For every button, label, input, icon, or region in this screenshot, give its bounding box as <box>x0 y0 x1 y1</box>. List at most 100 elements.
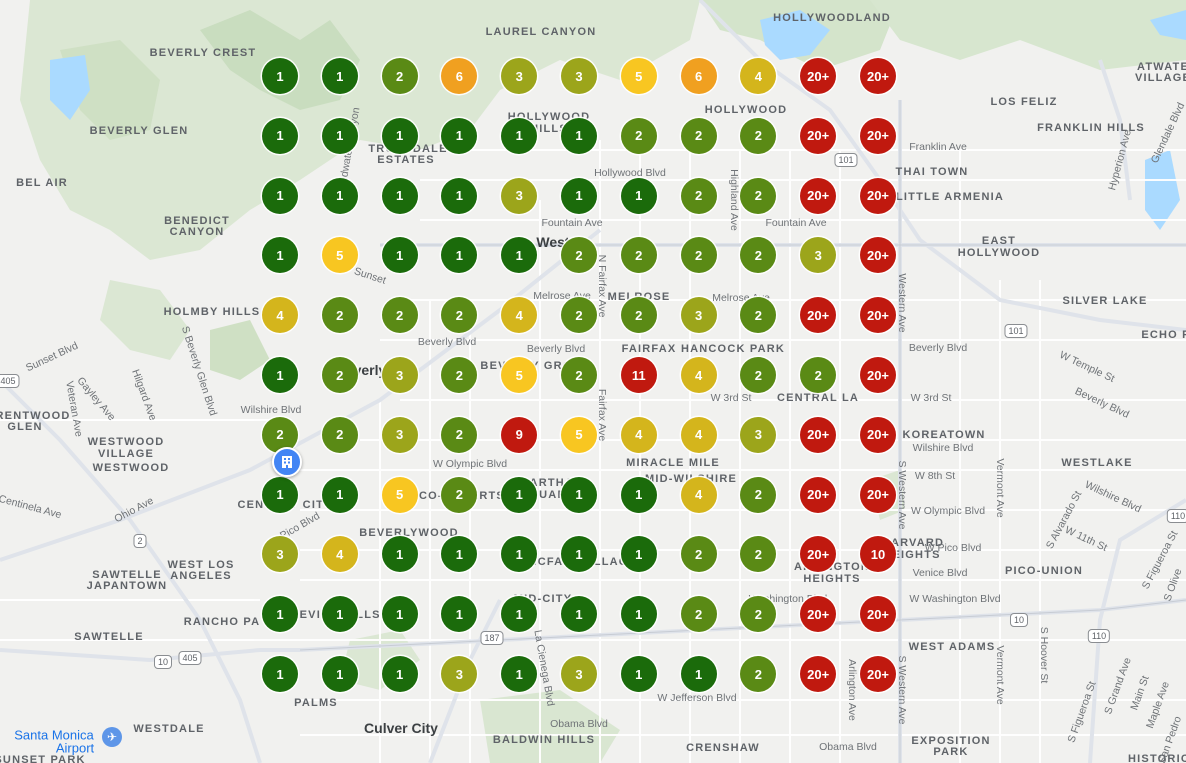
rank-pin[interactable]: 1 <box>441 237 478 274</box>
rank-pin[interactable]: 4 <box>321 536 358 573</box>
rank-pin[interactable]: 1 <box>620 596 657 633</box>
rank-pin[interactable]: 2 <box>620 237 657 274</box>
rank-pin[interactable]: 4 <box>680 416 717 453</box>
rank-pin[interactable]: 1 <box>262 58 298 94</box>
rank-pin[interactable]: 5 <box>381 476 418 513</box>
rank-pin[interactable]: 2 <box>321 416 358 453</box>
rank-pin[interactable]: 20+ <box>860 596 896 633</box>
rank-pin[interactable]: 2 <box>441 297 478 334</box>
rank-pin[interactable]: 2 <box>740 357 777 393</box>
rank-pin[interactable]: 1 <box>381 177 418 214</box>
rank-pin[interactable]: 2 <box>740 656 777 692</box>
rank-pin[interactable]: 2 <box>561 357 597 393</box>
rank-pin[interactable]: 1 <box>321 476 358 513</box>
rank-pin[interactable]: 20+ <box>800 536 837 573</box>
rank-pin[interactable]: 4 <box>740 58 777 94</box>
rank-pin[interactable]: 2 <box>321 297 358 334</box>
rank-pin[interactable]: 4 <box>620 416 657 453</box>
rank-pin[interactable]: 20+ <box>860 177 896 214</box>
rank-pin[interactable]: 2 <box>740 117 777 154</box>
rank-pin[interactable]: 2 <box>381 58 418 94</box>
rank-pin[interactable]: 3 <box>381 416 418 453</box>
rank-pin[interactable]: 2 <box>740 596 777 633</box>
rank-pin[interactable]: 5 <box>561 416 597 453</box>
rank-pin[interactable]: 20+ <box>860 476 896 513</box>
rank-pin[interactable]: 20+ <box>800 476 837 513</box>
rank-pin[interactable]: 2 <box>680 177 717 214</box>
rank-pin[interactable]: 2 <box>680 237 717 274</box>
rank-pin[interactable]: 1 <box>321 656 358 692</box>
rank-pin[interactable]: 1 <box>561 596 597 633</box>
rank-pin[interactable]: 4 <box>262 297 298 334</box>
rank-pin[interactable]: 20+ <box>860 237 896 274</box>
rank-pin[interactable]: 5 <box>620 58 657 94</box>
rank-pin[interactable]: 10 <box>860 536 896 573</box>
rank-pin[interactable]: 2 <box>680 536 717 573</box>
rank-pin[interactable]: 3 <box>262 536 298 573</box>
rank-pin[interactable]: 20+ <box>860 117 896 154</box>
rank-pin[interactable]: 5 <box>321 237 358 274</box>
rank-pin[interactable]: 20+ <box>800 177 837 214</box>
rank-pin[interactable]: 1 <box>441 596 478 633</box>
rank-pin[interactable]: 3 <box>501 58 538 94</box>
rank-pin[interactable]: 4 <box>680 476 717 513</box>
rank-pin[interactable]: 3 <box>561 58 597 94</box>
rank-pin[interactable]: 1 <box>441 536 478 573</box>
rank-pin[interactable]: 1 <box>381 596 418 633</box>
rank-pin[interactable]: 2 <box>620 117 657 154</box>
rank-pin[interactable]: 2 <box>441 357 478 393</box>
rank-pin[interactable]: 6 <box>680 58 717 94</box>
rank-pin[interactable]: 3 <box>740 416 777 453</box>
rank-pin[interactable]: 20+ <box>800 297 837 334</box>
rank-pin[interactable]: 1 <box>321 177 358 214</box>
rank-pin[interactable]: 20+ <box>860 357 896 393</box>
rank-pin[interactable]: 3 <box>381 357 418 393</box>
rank-pin[interactable]: 1 <box>620 656 657 692</box>
rank-pin[interactable]: 2 <box>441 416 478 453</box>
rank-pin[interactable]: 2 <box>262 416 298 453</box>
rank-pin[interactable]: 1 <box>262 357 298 393</box>
rank-pin[interactable]: 1 <box>262 117 298 154</box>
rank-pin[interactable]: 2 <box>561 237 597 274</box>
rank-pin[interactable]: 2 <box>800 357 837 393</box>
rank-pin[interactable]: 1 <box>262 596 298 633</box>
rank-pin[interactable]: 20+ <box>800 416 837 453</box>
rank-pin[interactable]: 1 <box>321 596 358 633</box>
rank-pin[interactable]: 1 <box>620 476 657 513</box>
rank-pin[interactable]: 20+ <box>860 416 896 453</box>
rank-pin[interactable]: 1 <box>321 58 358 94</box>
rank-pin[interactable]: 1 <box>680 656 717 692</box>
rank-pin[interactable]: 5 <box>501 357 538 393</box>
rank-pin[interactable]: 1 <box>441 117 478 154</box>
rank-pin[interactable]: 20+ <box>800 596 837 633</box>
rank-pin[interactable]: 1 <box>441 177 478 214</box>
rank-pin[interactable]: 2 <box>381 297 418 334</box>
rank-pin[interactable]: 9 <box>501 416 538 453</box>
rank-pin[interactable]: 1 <box>262 476 298 513</box>
rank-pin[interactable]: 20+ <box>860 297 896 334</box>
rank-pin[interactable]: 2 <box>740 177 777 214</box>
rank-pin[interactable]: 20+ <box>860 58 896 94</box>
airport-icon[interactable]: ✈ <box>102 727 122 747</box>
rank-pin[interactable]: 3 <box>441 656 478 692</box>
rank-pin[interactable]: 1 <box>262 177 298 214</box>
rank-pin[interactable]: 1 <box>381 656 418 692</box>
rank-pin[interactable]: 2 <box>680 117 717 154</box>
rank-pin[interactable]: 1 <box>620 536 657 573</box>
rank-pin[interactable]: 1 <box>381 117 418 154</box>
rank-pin[interactable]: 4 <box>680 357 717 393</box>
rank-pin[interactable]: 3 <box>680 297 717 334</box>
rank-pin[interactable]: 3 <box>800 237 837 274</box>
rank-pin[interactable]: 1 <box>501 656 538 692</box>
rank-pin[interactable]: 2 <box>441 476 478 513</box>
rank-pin[interactable]: 3 <box>501 177 538 214</box>
rank-pin[interactable]: 1 <box>501 237 538 274</box>
rank-pin[interactable]: 2 <box>740 536 777 573</box>
rank-pin[interactable]: 11 <box>620 357 657 393</box>
rank-pin[interactable]: 20+ <box>800 117 837 154</box>
rank-pin[interactable]: 20+ <box>860 656 896 692</box>
rank-pin[interactable]: 1 <box>501 117 538 154</box>
rank-pin[interactable]: 1 <box>501 476 538 513</box>
rank-pin[interactable]: 1 <box>381 237 418 274</box>
